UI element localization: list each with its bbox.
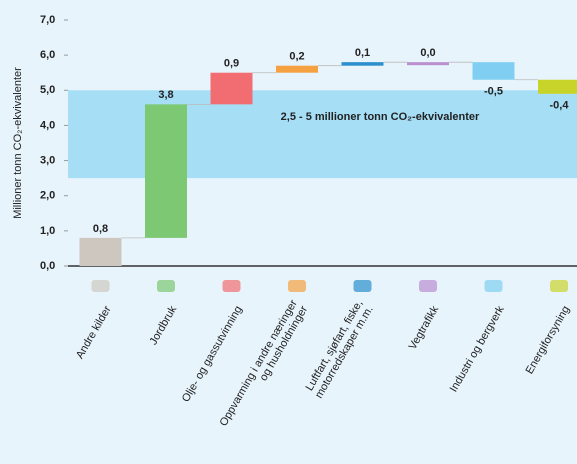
bar	[341, 62, 384, 66]
bar	[276, 65, 318, 73]
x-tick-label: Vegtrafikk	[407, 304, 442, 352]
x-tick-label: Energiforsyning	[524, 304, 573, 376]
bar	[538, 79, 577, 94]
icon	[353, 280, 372, 292]
band-label: 2,5 - 5 millioner tonn CO₂-ekvivalenter	[281, 111, 480, 123]
icon	[550, 280, 568, 292]
value-label: -0,5	[484, 86, 503, 98]
bar	[79, 237, 122, 266]
y-tick-label: 2,0	[40, 190, 55, 202]
x-tick-label: Olje- og gassutvinning	[180, 304, 245, 404]
icon	[157, 280, 175, 292]
y-axis-label: Millioner tonn CO₂-ekvivalenter	[12, 67, 24, 219]
value-label: 0,2	[289, 51, 304, 63]
icon	[91, 280, 110, 292]
value-label: 0,1	[355, 47, 370, 59]
y-tick-label: 0,0	[40, 260, 55, 272]
value-label: 0,9	[224, 58, 239, 70]
y-tick-label: 1,0	[40, 225, 55, 237]
icon	[484, 280, 503, 292]
bar	[145, 104, 187, 238]
x-tick-label: Andre kilder	[74, 304, 114, 361]
y-tick-label: 7,0	[40, 14, 55, 26]
y-tick-label: 6,0	[40, 49, 55, 61]
icon	[288, 280, 306, 292]
value-label: -0,4	[550, 100, 570, 112]
value-label: 0,8	[93, 223, 108, 235]
bar	[472, 62, 515, 80]
y-tick-label: 4,0	[40, 119, 55, 131]
y-tick-label: 3,0	[40, 154, 55, 166]
bar	[407, 62, 449, 66]
y-tick-label: 5,0	[40, 84, 55, 96]
bar	[210, 72, 253, 105]
icon	[419, 280, 437, 292]
icon	[222, 280, 241, 292]
value-label: 0,0	[420, 47, 435, 59]
x-tick-label: Industri og bergverk	[448, 304, 507, 395]
value-label: 3,8	[158, 89, 173, 101]
range-band	[68, 90, 577, 179]
x-tick-label: Jordbruk	[147, 304, 179, 347]
x-tick-label: Luftfart, sjøfart, fiske,motorredskaper …	[303, 298, 376, 401]
